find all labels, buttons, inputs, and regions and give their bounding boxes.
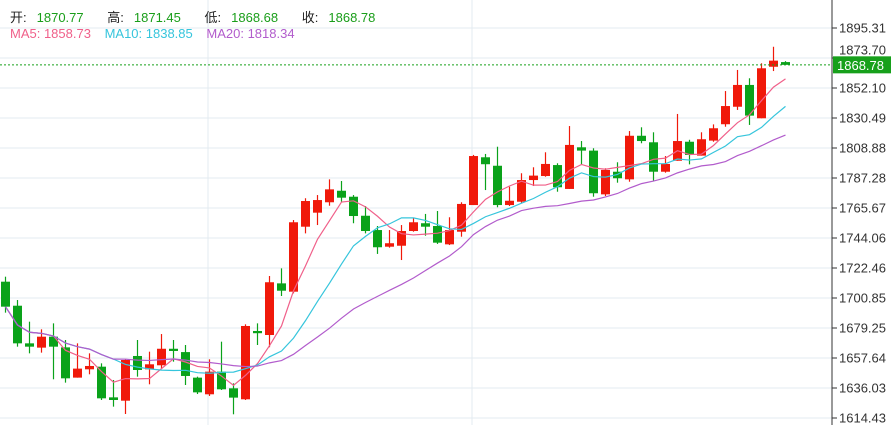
candle-up (709, 128, 718, 141)
close-label: 收: (301, 10, 319, 25)
candle-down (685, 141, 694, 155)
candle-up (85, 365, 94, 370)
candle-down (781, 62, 790, 65)
candle-up (457, 203, 466, 232)
ma10-line (4, 105, 786, 374)
candle-up (157, 348, 166, 366)
candle-up (385, 243, 394, 247)
y-tick-label: 1744.06 (839, 231, 886, 246)
last-price-label: 1868.78 (837, 58, 884, 73)
candle-down (25, 343, 34, 347)
candle-up (565, 144, 574, 189)
candle-up (37, 336, 46, 348)
candle-down (349, 196, 358, 217)
candle-down (277, 283, 286, 291)
candle-up (661, 163, 670, 172)
candle-up (469, 156, 478, 206)
candle-up (529, 175, 538, 181)
y-tick-label: 1830.49 (839, 111, 886, 126)
candle-up (325, 189, 334, 203)
y-tick-label: 1873.70 (839, 42, 886, 57)
candle-down (553, 165, 562, 188)
candle-down (421, 223, 430, 227)
candle-down (1, 281, 10, 307)
y-tick-label: 1722.46 (839, 261, 886, 276)
y-tick-label: 1852.10 (839, 81, 886, 96)
candle-down (649, 142, 658, 172)
candle-down (49, 336, 58, 347)
candle-up (517, 180, 526, 202)
candle-down (97, 366, 106, 399)
candle-up (301, 201, 310, 227)
close-value: 1868.78 (328, 10, 376, 25)
y-tick-label: 1765.67 (839, 201, 886, 216)
candle-up (757, 68, 766, 119)
ma20-legend: MA20: 1818.34 (206, 26, 295, 41)
candle-up (313, 200, 322, 213)
candle-up (205, 371, 214, 395)
candle-up (541, 163, 550, 177)
candle-up (241, 325, 250, 400)
candle-up (397, 231, 406, 246)
y-tick-label: 1679.25 (839, 321, 886, 336)
candle-up (145, 364, 154, 370)
candle-down (229, 388, 238, 398)
last-price-tag (833, 56, 891, 74)
candle-down (433, 226, 442, 243)
high-value: 1871.45 (133, 10, 181, 25)
candle-down (337, 190, 346, 198)
y-tick-label: 1614.43 (839, 411, 886, 425)
open-label: 开: (10, 10, 27, 25)
y-tick-label: 1787.28 (839, 171, 886, 186)
y-tick-label: 1895.31 (839, 21, 886, 36)
low-value: 1868.68 (231, 10, 279, 25)
candle-up (697, 139, 706, 156)
y-tick-label: 1636.03 (839, 381, 886, 396)
candle-up (289, 222, 298, 292)
candle-down (109, 397, 118, 400)
candle-up (121, 360, 130, 401)
candle-up (265, 282, 274, 336)
ma10-legend: MA10: 1838.85 (104, 26, 193, 41)
candle-up (625, 135, 634, 180)
candle-up (769, 60, 778, 67)
candle-up (733, 84, 742, 107)
candle-up (445, 230, 454, 245)
candle-down (133, 355, 142, 370)
high-label: 高: (107, 10, 124, 25)
candle-down (61, 347, 70, 379)
candle-down (217, 371, 226, 390)
open-value: 1870.77 (36, 10, 84, 25)
ohlc-readout: 开: 1870.77 高: 1871.45 低: 1868.68 收: 1868.78 (10, 7, 395, 26)
candle-down (589, 150, 598, 194)
ma20-line (4, 134, 786, 368)
candle-down (193, 377, 202, 393)
ma5-line (4, 78, 786, 387)
low-label: 低: (204, 10, 222, 25)
candle-up (409, 222, 418, 232)
candle-up (505, 200, 514, 206)
candle-down (493, 165, 502, 206)
ma5-legend: MA5: 1858.73 (10, 26, 91, 41)
candle-down (745, 84, 754, 116)
candle-down (361, 215, 370, 232)
candle-up (601, 169, 610, 195)
candle-down (169, 348, 178, 351)
y-tick-label: 1657.64 (839, 351, 886, 366)
y-tick-label: 1700.85 (839, 291, 886, 306)
ma-legend: MA5: 1858.73 MA10: 1838.85 MA20: 1818.34 (10, 26, 305, 41)
candle-down (481, 157, 490, 165)
y-tick-label: 1808.88 (839, 141, 886, 156)
candle-down (637, 135, 646, 142)
candle-down (181, 352, 190, 376)
candle-down (253, 330, 262, 334)
candle-down (373, 230, 382, 248)
candle-down (577, 147, 586, 151)
candle-up (721, 106, 730, 125)
candle-up (73, 368, 82, 378)
